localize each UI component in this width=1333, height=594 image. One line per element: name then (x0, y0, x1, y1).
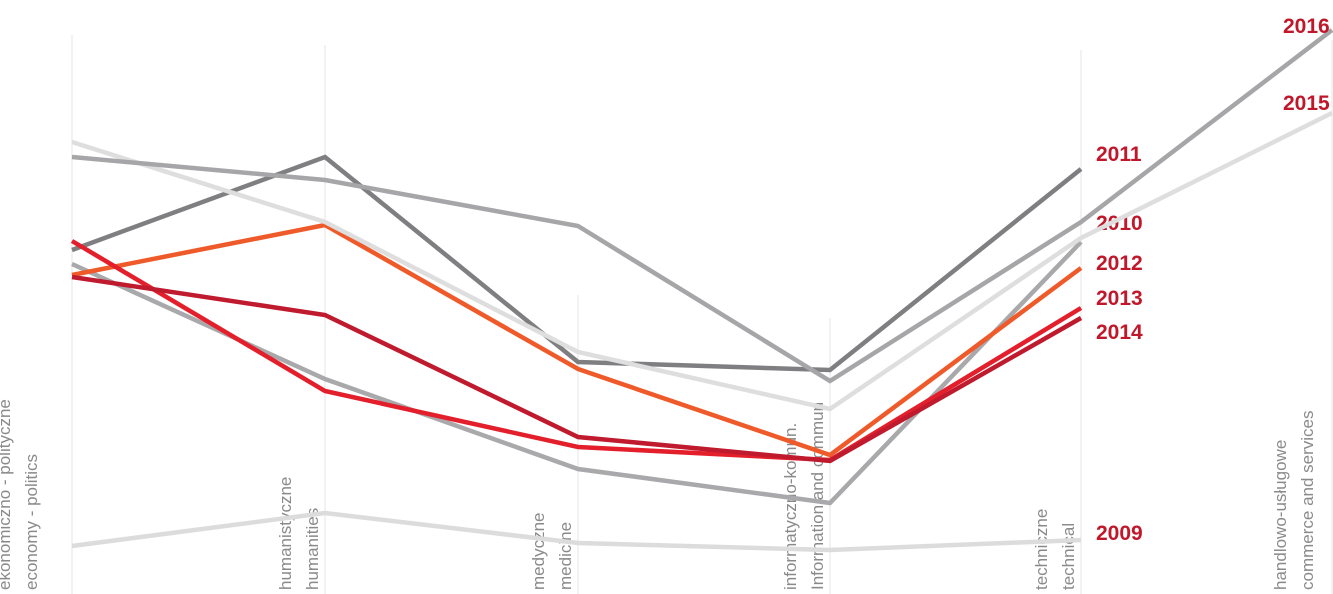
series-line (71, 110, 1333, 412)
category-label: techniczne (1032, 509, 1051, 590)
series-line (71, 240, 1083, 506)
series-label: 2012 (1096, 252, 1143, 275)
category-label: informatyczno-komun. (781, 423, 800, 590)
category-label: economy - politics (22, 454, 41, 590)
category-label: ekonomiczno - polityczne (0, 399, 14, 590)
category-label: handlowo-usługowe (1271, 440, 1290, 590)
series-label: 2011 (1096, 143, 1142, 166)
series-label: 2014 (1096, 321, 1143, 344)
category-label: humanistyczne (276, 477, 295, 590)
category-label: medyczne (529, 513, 548, 590)
category-label: commerce and services (1298, 410, 1317, 590)
series-line (71, 510, 1082, 553)
series-line (71, 274, 1083, 464)
series-label: 2016 (1283, 15, 1330, 38)
series-label: 2010 (1096, 212, 1143, 235)
series-label: 2013 (1096, 287, 1143, 310)
category-label: Information and commun (808, 402, 827, 590)
series-label: 2009 (1096, 522, 1143, 545)
category-label: medicine (556, 522, 575, 590)
series-line (71, 154, 1083, 373)
series-line (71, 28, 1333, 384)
category-label: technical (1059, 523, 1078, 590)
category-label: humanities (303, 508, 322, 590)
series-line (71, 222, 1083, 458)
series-label: 2015 (1283, 92, 1330, 115)
series-line (70, 239, 1083, 463)
